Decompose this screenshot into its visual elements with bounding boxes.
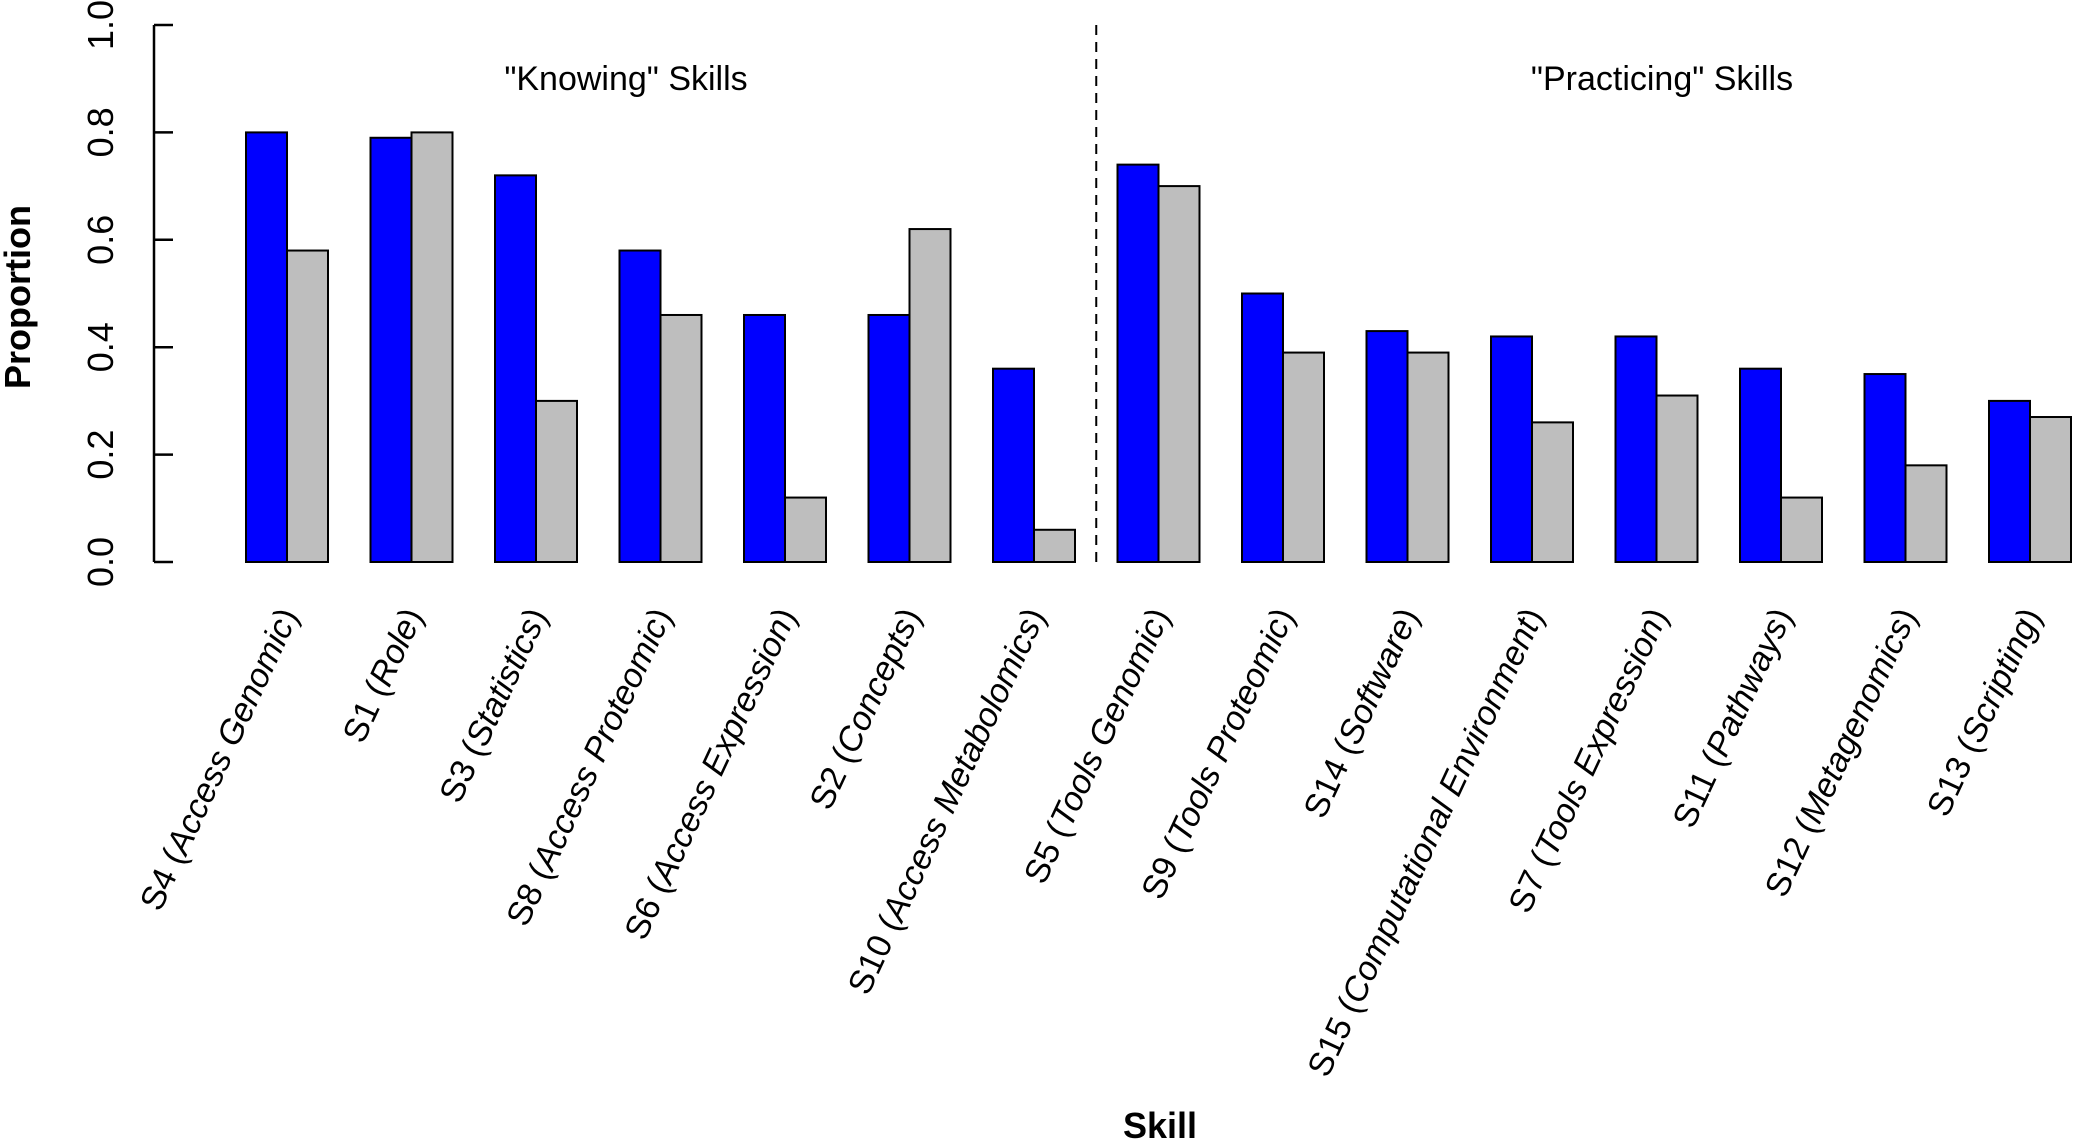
category-code: S12 bbox=[1758, 832, 1818, 903]
category-code: S1 bbox=[336, 695, 388, 749]
category-name: Pathways bbox=[1699, 613, 1796, 763]
bar-series-2-s8 bbox=[659, 313, 703, 564]
bar-series-2-s11 bbox=[1780, 496, 1823, 563]
bar-series-2-s10 bbox=[1033, 528, 1076, 564]
bar-series-1-s12 bbox=[1863, 373, 1907, 563]
category-code: S2 bbox=[802, 762, 854, 816]
bar-series-2-s2 bbox=[908, 228, 952, 563]
bar-series-1-s7 bbox=[1614, 335, 1658, 563]
bar-series-2-s15 bbox=[1531, 421, 1574, 563]
x-tick-label-s3: S3 (Statistics) bbox=[432, 602, 555, 808]
x-tick-label-s1: S1 (Role) bbox=[336, 602, 431, 748]
category-code: S13 bbox=[1920, 751, 1980, 822]
category-name: Statistics bbox=[459, 613, 551, 752]
bar-series-1-s8 bbox=[618, 249, 662, 563]
bar-series-2-s6 bbox=[784, 496, 827, 563]
x-axis-title: Skill bbox=[1123, 1105, 1197, 1141]
category-code: S5 bbox=[1017, 836, 1069, 890]
bar-series-2-s1 bbox=[410, 131, 454, 563]
y-axis: 0.0 0.2 0.4 0.6 0.8 1.0 bbox=[80, 0, 173, 587]
y-tick-label: 0.6 bbox=[80, 215, 121, 265]
bar-series-1-s6 bbox=[743, 313, 786, 564]
bar-series-1-s3 bbox=[494, 174, 537, 564]
category-name: Tools Proteomic bbox=[1161, 613, 1298, 849]
y-tick-label: 0.4 bbox=[80, 322, 121, 372]
section-label-practicing: "Practicing" Skills bbox=[1531, 60, 1793, 98]
bar-series-1-s11 bbox=[1739, 367, 1782, 563]
y-axis-title: Proportion bbox=[0, 205, 38, 389]
bar-series-1-s9 bbox=[1241, 292, 1284, 563]
category-name: Access Expression bbox=[643, 613, 800, 891]
x-tick-label-s14: S14 (Software) bbox=[1296, 602, 1426, 824]
bar-series-2-s7 bbox=[1655, 394, 1699, 563]
category-code: S10 bbox=[841, 929, 901, 1000]
category-name: Concepts bbox=[829, 613, 924, 759]
bar-series-1-s10 bbox=[992, 367, 1035, 563]
category-code: S3 bbox=[432, 755, 484, 809]
y-tick-label: 0.8 bbox=[80, 107, 121, 157]
category-code: S6 bbox=[617, 892, 669, 946]
x-tick-label-s13: S13 (Scripting) bbox=[1920, 602, 2049, 822]
category-name: Tools Expression bbox=[1528, 613, 1671, 863]
bar-series-1-s15 bbox=[1490, 335, 1533, 563]
x-tick-labels: S4 (Access Genomic) S1 (Role)S3 (Statisti… bbox=[133, 602, 2049, 1082]
category-code: S9 bbox=[1134, 851, 1186, 905]
category-name: Access Genomic bbox=[158, 613, 301, 862]
x-tick-label-s2: S2 (Concepts) bbox=[802, 602, 928, 815]
bar-series-2-s5 bbox=[1157, 185, 1201, 563]
bar-series-1-s5 bbox=[1116, 163, 1160, 563]
category-code: S14 bbox=[1296, 753, 1356, 824]
category-code: S8 bbox=[499, 878, 551, 932]
section-labels: "Knowing" Skills "Practicing" Skills bbox=[504, 60, 1793, 98]
category-code: S11 bbox=[1665, 765, 1724, 834]
bar-series-1-s2 bbox=[867, 313, 911, 564]
y-tick-label: 1.0 bbox=[80, 0, 121, 50]
category-name: Software bbox=[1331, 613, 1422, 751]
category-name: Metagenomics bbox=[1792, 613, 1920, 829]
x-tick-label-s15: S15 (Computational Environment) bbox=[1300, 602, 1551, 1082]
category-code: S7 bbox=[1501, 865, 1553, 919]
category-name: Access Proteomic bbox=[525, 613, 675, 877]
x-tick-label-s4: S4 (Access Genomic) bbox=[133, 602, 306, 916]
x-tick-label-s11: S11 (Pathways) bbox=[1665, 602, 1800, 833]
bar-series-1-s4 bbox=[245, 131, 288, 563]
bar-series-1-s1 bbox=[369, 136, 413, 564]
category-name: Scripting bbox=[1954, 613, 2044, 749]
bars bbox=[245, 131, 2072, 564]
y-tick-label: 0.0 bbox=[80, 537, 121, 587]
bar-series-2-s13 bbox=[2029, 416, 2072, 564]
category-code: S4 bbox=[133, 863, 185, 917]
category-name: Tools Genomic bbox=[1043, 613, 1173, 833]
section-label-knowing: "Knowing" Skills bbox=[504, 60, 747, 98]
bar-series-2-s14 bbox=[1406, 351, 1450, 563]
bar-series-2-s9 bbox=[1282, 351, 1325, 563]
y-tick-label: 0.2 bbox=[80, 430, 121, 480]
category-name: Role bbox=[362, 613, 426, 692]
bar-series-1-s13 bbox=[1988, 399, 2031, 563]
bar-series-1-s14 bbox=[1365, 330, 1409, 563]
bar-series-2-s3 bbox=[535, 399, 578, 563]
category-code: S15 bbox=[1300, 1012, 1360, 1083]
bar-series-2-s4 bbox=[286, 249, 329, 563]
bar-series-2-s12 bbox=[1904, 464, 1948, 563]
